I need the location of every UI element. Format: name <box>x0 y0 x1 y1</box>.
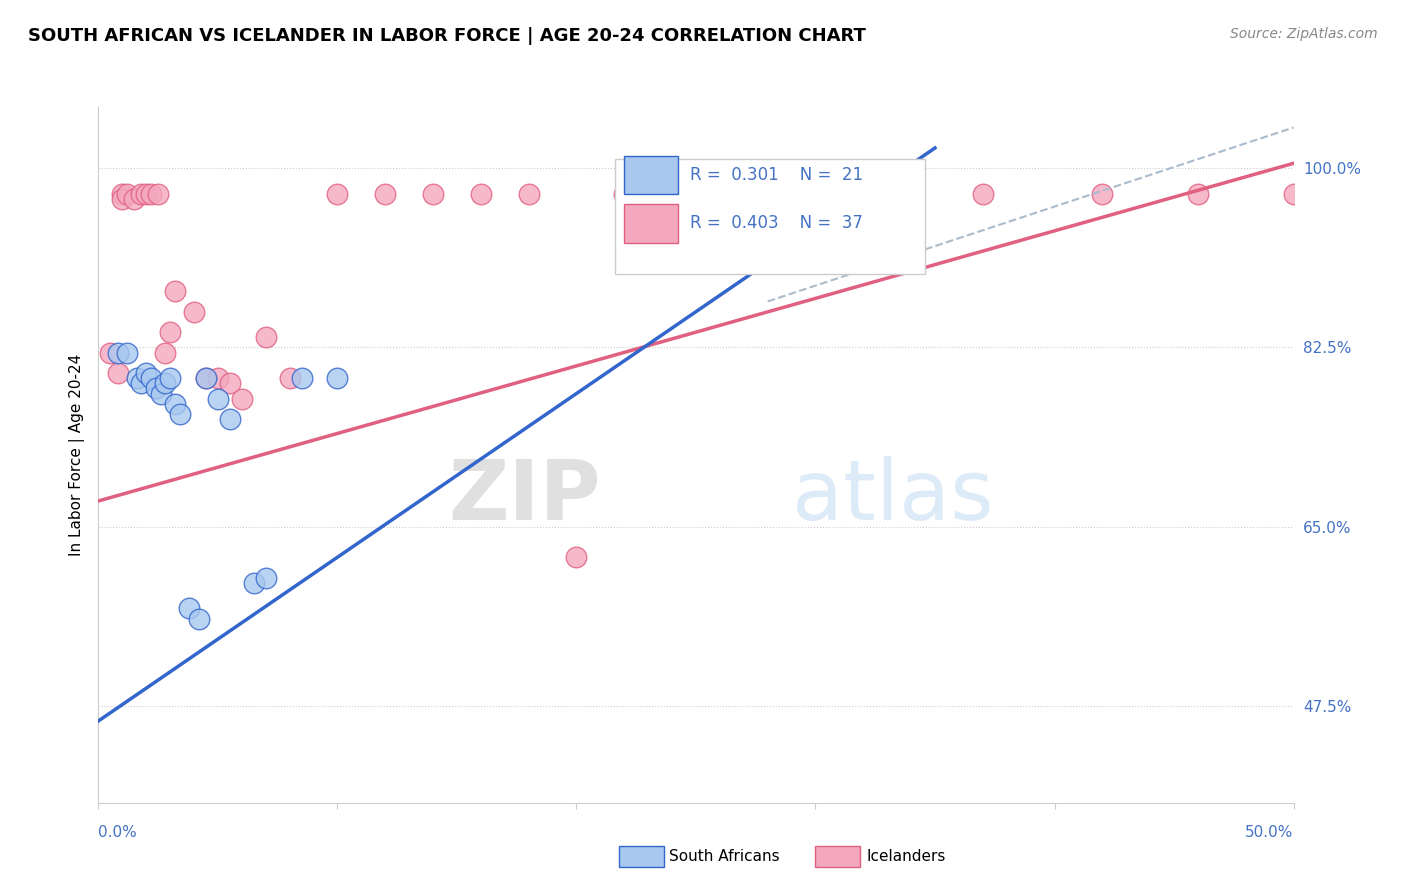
Point <box>756 187 779 202</box>
Point <box>194 371 218 385</box>
Point <box>135 366 157 380</box>
Point <box>972 187 994 202</box>
Point <box>900 187 922 202</box>
Point <box>565 550 588 565</box>
Point <box>183 304 205 318</box>
Point <box>148 187 170 202</box>
Point <box>422 187 444 202</box>
Point <box>145 381 167 395</box>
Point <box>159 325 181 339</box>
Point <box>1282 187 1305 202</box>
Text: ZIP: ZIP <box>449 456 600 537</box>
Point <box>155 345 177 359</box>
Point <box>131 376 153 391</box>
Point <box>1187 187 1209 202</box>
Point <box>115 345 138 359</box>
Point <box>107 345 129 359</box>
Point <box>852 187 875 202</box>
Point <box>1091 187 1114 202</box>
Bar <box>624 156 678 194</box>
Text: R =  0.403    N =  37: R = 0.403 N = 37 <box>690 214 863 232</box>
Point <box>124 192 146 206</box>
Point <box>115 187 138 202</box>
Point <box>107 366 129 380</box>
Text: 50.0%: 50.0% <box>1246 825 1294 840</box>
Text: SOUTH AFRICAN VS ICELANDER IN LABOR FORCE | AGE 20-24 CORRELATION CHART: SOUTH AFRICAN VS ICELANDER IN LABOR FORC… <box>28 27 866 45</box>
Point <box>231 392 253 406</box>
Text: 0.0%: 0.0% <box>98 825 138 840</box>
FancyBboxPatch shape <box>614 159 925 274</box>
Point <box>517 187 540 202</box>
Text: Source: ZipAtlas.com: Source: ZipAtlas.com <box>1230 27 1378 41</box>
Point <box>98 345 122 359</box>
Point <box>139 187 162 202</box>
Point <box>159 371 181 385</box>
Point <box>254 330 277 344</box>
Point <box>179 601 201 615</box>
Text: atlas: atlas <box>792 456 993 537</box>
Point <box>207 392 229 406</box>
Point <box>111 192 134 206</box>
Point <box>207 371 229 385</box>
Point <box>149 386 172 401</box>
Point <box>187 612 209 626</box>
Point <box>243 575 266 590</box>
Point <box>374 187 396 202</box>
Point <box>131 187 153 202</box>
Point <box>135 187 157 202</box>
Point <box>326 187 349 202</box>
Y-axis label: In Labor Force | Age 20-24: In Labor Force | Age 20-24 <box>69 354 84 556</box>
Point <box>613 187 636 202</box>
Point <box>125 371 148 385</box>
Point <box>163 284 186 298</box>
Point <box>709 187 731 202</box>
Text: Icelanders: Icelanders <box>866 849 945 863</box>
Text: South Africans: South Africans <box>669 849 780 863</box>
Point <box>219 412 242 426</box>
Bar <box>624 204 678 243</box>
Point <box>470 187 492 202</box>
Point <box>194 371 218 385</box>
Point <box>163 397 186 411</box>
Text: R =  0.301    N =  21: R = 0.301 N = 21 <box>690 166 863 184</box>
Point <box>219 376 242 391</box>
Point <box>139 371 162 385</box>
Point <box>155 376 177 391</box>
Point <box>661 187 683 202</box>
Point <box>291 371 314 385</box>
Point <box>169 407 191 421</box>
Point <box>278 371 301 385</box>
Point <box>326 371 349 385</box>
Point <box>804 187 827 202</box>
Point <box>111 187 134 202</box>
Point <box>254 571 277 585</box>
